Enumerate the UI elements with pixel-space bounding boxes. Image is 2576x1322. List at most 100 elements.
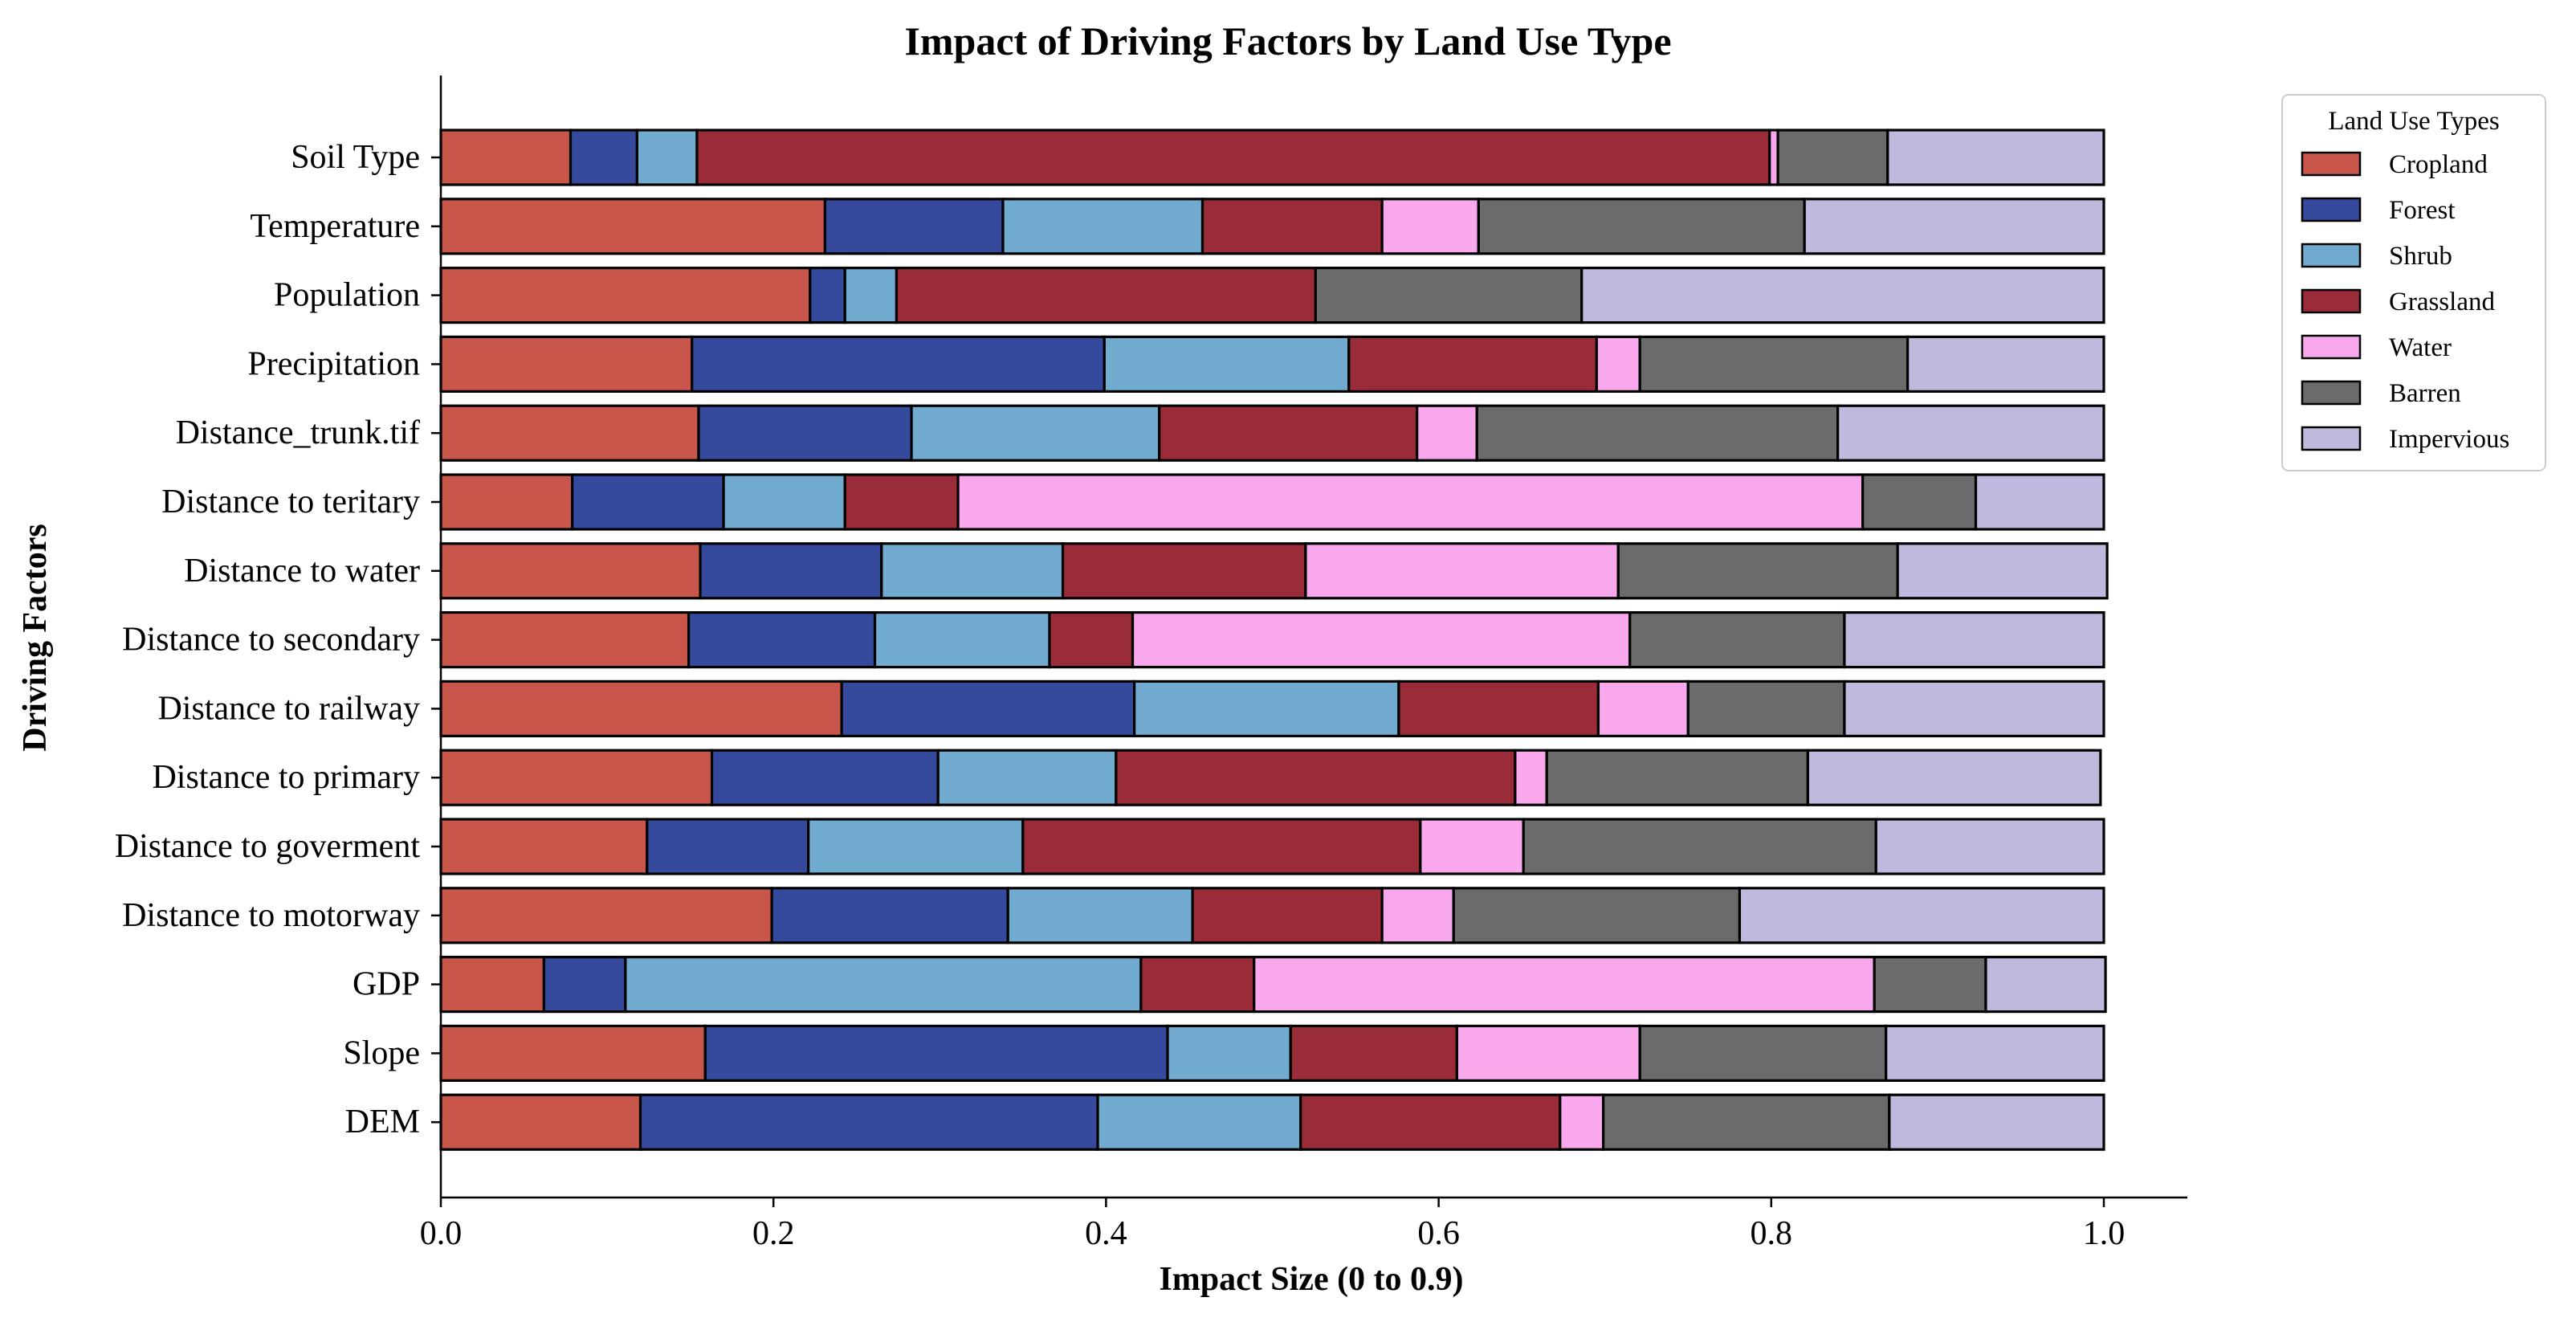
bar-distance-to-goverment-water [1419,818,1525,875]
legend-label-impervious: Impervious [2389,425,2509,454]
bar-precipitation-forest [691,335,1106,393]
bar-temperature-shrub [1001,198,1204,255]
y-tick-label-soil-type: Soil Type [291,139,420,176]
legend-items: Cropland Forest Shrub Grassland Water Barren I… [2301,150,2509,454]
bar-soil-type-impervious [1886,129,2105,186]
bar-distance-to-goverment-grassland [1021,818,1422,875]
bar-gdp-cropland [439,955,546,1014]
legend-swatch-barren [2301,380,2362,406]
bar-distance-trunk-tif-impervious [1836,404,2105,462]
y-tick-label-distance-to-teritary: Distance to teritary [161,484,420,520]
bar-distance-to-water-grassland [1061,542,1307,600]
bar-distance-trunk-tif-cropland [439,404,700,462]
bar-slope-impervious [1885,1024,2105,1083]
bar-temperature-impervious [1803,198,2105,255]
bar-distance-to-railway-grassland [1397,679,1600,738]
bar-temperature-cropland [439,198,827,255]
y-tick-label-slope: Slope [343,1034,420,1071]
bar-precipitation-grassland [1347,335,1598,393]
bar-distance-to-goverment-shrub [807,818,1025,875]
bar-population-barren [1314,267,1584,324]
bar-distance-to-motorway-shrub [1006,887,1194,945]
bar-distance-to-primary-water [1514,749,1548,806]
bar-precipitation-shrub [1103,335,1351,393]
bar-population-forest [809,267,846,324]
bar-population-impervious [1580,267,2105,324]
bar-dem-barren [1602,1093,1891,1151]
bar-distance-to-teritary-forest [571,473,725,531]
legend-swatch-cropland [2301,151,2362,177]
bar-precipitation-water [1595,335,1641,393]
legend-swatch-forest [2301,197,2362,222]
bar-soil-type-barren [1776,129,1889,186]
bar-distance-trunk-tif-barren [1475,404,1840,462]
legend-swatch-impervious [2301,426,2362,451]
bar-slope-grassland [1289,1024,1458,1083]
bar-dem-cropland [439,1093,642,1151]
bar-dem-grassland [1299,1093,1562,1151]
bar-dem-shrub [1096,1093,1302,1151]
y-tick-label-temperature: Temperature [250,208,420,245]
bar-distance-to-teritary-shrub [722,473,846,531]
bar-dem-forest [638,1093,1099,1151]
bar-distance-to-water-barren [1616,542,1899,600]
legend-label-shrub: Shrub [2389,242,2452,271]
bar-dem-water [1559,1093,1605,1151]
bar-distance-to-primary-barren [1545,749,1809,806]
x-axis-label: Impact Size (0 to 0.9) [1159,1261,1463,1298]
bar-gdp-grassland [1139,955,1256,1014]
legend-swatch-shrub [2301,243,2362,268]
x-tick-label-0-8: 0.8 [1751,1215,1793,1252]
legend-label-cropland: Cropland [2389,150,2488,179]
bar-temperature-barren [1477,198,1806,255]
y-tick-label-dem: DEM [345,1104,420,1140]
bar-distance-to-goverment-cropland [439,818,649,875]
y-tick-label-distance-to-goverment: Distance to goverment [115,828,421,865]
bar-distance-to-railway-cropland [439,679,843,738]
legend-label-grassland: Grassland [2389,288,2495,316]
y-tick-label-distance-to-secondary: Distance to secondary [122,622,420,659]
bar-slope-shrub [1166,1024,1292,1083]
y-tick-label-distance-to-primary: Distance to primary [152,759,420,796]
bar-distance-to-primary-forest [710,749,940,806]
bar-distance-trunk-tif-shrub [910,404,1161,462]
bar-distance-to-teritary-impervious [1974,473,2105,531]
bar-distance-trunk-tif-water [1416,404,1478,462]
bar-temperature-water [1380,198,1480,255]
bar-soil-type-shrub [635,129,699,186]
bar-gdp-barren [1873,955,1987,1014]
bar-temperature-forest [823,198,1005,255]
y-axis-label: Driving Factors [17,524,54,751]
bar-slope-water [1455,1024,1641,1083]
bar-distance-to-teritary-barren [1861,473,1978,531]
bar-distance-to-primary-grassland [1115,749,1517,806]
bar-precipitation-barren [1638,335,1910,393]
bar-slope-cropland [439,1024,707,1083]
bar-soil-type-cropland [439,129,573,186]
y-tick-label-distance-to-railway: Distance to railway [157,690,420,727]
bar-distance-to-secondary-impervious [1843,610,2105,669]
bar-distance-to-secondary-grassland [1048,610,1135,669]
bar-distance-to-water-shrub [880,542,1065,600]
bar-distance-to-teritary-grassland [843,473,960,531]
x-tick-label-0-2: 0.2 [752,1215,795,1252]
legend-label-forest: Forest [2389,196,2456,225]
bar-distance-trunk-tif-grassland [1158,404,1419,462]
bar-distance-to-secondary-forest [687,610,877,669]
y-tick-label-distance-to-water: Distance to water [184,553,420,590]
bar-distance-to-water-impervious [1896,542,2109,600]
bar-distance-to-secondary-shrub [873,610,1051,669]
bar-distance-to-railway-shrub [1133,679,1400,738]
y-tick-label-gdp: GDP [353,966,420,1003]
y-tick-labels: Soil Type Temperature Population Precipitat… [115,139,421,1140]
bar-distance-to-secondary-barren [1628,610,1846,669]
legend-swatch-water [2301,334,2362,360]
bar-distance-to-goverment-forest [646,818,810,875]
bar-population-shrub [843,267,899,324]
bar-soil-type-forest [569,129,638,186]
bar-distance-to-water-forest [699,542,883,600]
bar-distance-to-primary-impervious [1806,749,2102,806]
bar-distance-to-secondary-cropland [439,610,691,669]
bar-slope-barren [1638,1024,1888,1083]
